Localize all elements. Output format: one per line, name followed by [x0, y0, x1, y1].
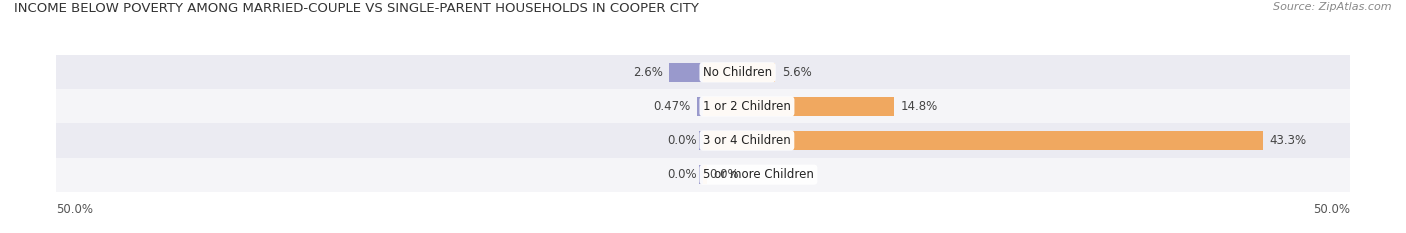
Bar: [56, 158, 1350, 192]
Text: 0.0%: 0.0%: [666, 168, 696, 181]
Bar: [669, 63, 703, 82]
Text: No Children: No Children: [703, 66, 772, 79]
Text: 50.0%: 50.0%: [56, 203, 93, 216]
Text: 5.6%: 5.6%: [782, 66, 811, 79]
Bar: [703, 63, 776, 82]
Bar: [703, 165, 707, 184]
Bar: [703, 97, 894, 116]
Bar: [703, 131, 1263, 150]
Text: 1 or 2 Children: 1 or 2 Children: [703, 100, 792, 113]
Bar: [56, 55, 1350, 89]
Bar: [56, 89, 1350, 123]
Text: 50.0%: 50.0%: [1313, 203, 1350, 216]
Text: 0.0%: 0.0%: [666, 134, 696, 147]
Bar: [699, 165, 703, 184]
Text: 3 or 4 Children: 3 or 4 Children: [703, 134, 790, 147]
Text: INCOME BELOW POVERTY AMONG MARRIED-COUPLE VS SINGLE-PARENT HOUSEHOLDS IN COOPER : INCOME BELOW POVERTY AMONG MARRIED-COUPL…: [14, 2, 699, 15]
Text: Source: ZipAtlas.com: Source: ZipAtlas.com: [1274, 2, 1392, 12]
Bar: [697, 97, 703, 116]
Text: 43.3%: 43.3%: [1270, 134, 1306, 147]
Text: 5 or more Children: 5 or more Children: [703, 168, 814, 181]
Text: 0.47%: 0.47%: [654, 100, 690, 113]
Bar: [56, 123, 1350, 158]
Text: 2.6%: 2.6%: [633, 66, 662, 79]
Text: 14.8%: 14.8%: [901, 100, 938, 113]
Text: 0.0%: 0.0%: [710, 168, 740, 181]
Bar: [699, 131, 703, 150]
